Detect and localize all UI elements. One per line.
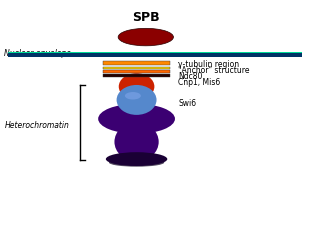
Text: SPB: SPB (132, 11, 160, 24)
Text: Cnp1, Mis6: Cnp1, Mis6 (178, 78, 220, 87)
Bar (103, 67, 170, 69)
Ellipse shape (109, 158, 164, 167)
Ellipse shape (125, 92, 141, 99)
Bar (7, 52, 303, 53)
Ellipse shape (117, 85, 157, 115)
Ellipse shape (119, 73, 154, 100)
Text: "Anchor" structure: "Anchor" structure (178, 66, 250, 75)
Text: Swi6: Swi6 (178, 99, 196, 108)
Ellipse shape (106, 152, 167, 166)
Bar (103, 70, 170, 73)
Text: γ-tubulin region: γ-tubulin region (178, 60, 239, 69)
Text: Nuclear envelope: Nuclear envelope (4, 49, 72, 58)
Ellipse shape (98, 104, 175, 134)
Text: Ndc80: Ndc80 (178, 72, 202, 81)
Text: Heterochromatin: Heterochromatin (4, 121, 69, 130)
Ellipse shape (114, 122, 159, 161)
Bar (103, 74, 170, 77)
Ellipse shape (118, 28, 173, 46)
Bar (7, 52, 303, 57)
Bar (103, 61, 170, 65)
